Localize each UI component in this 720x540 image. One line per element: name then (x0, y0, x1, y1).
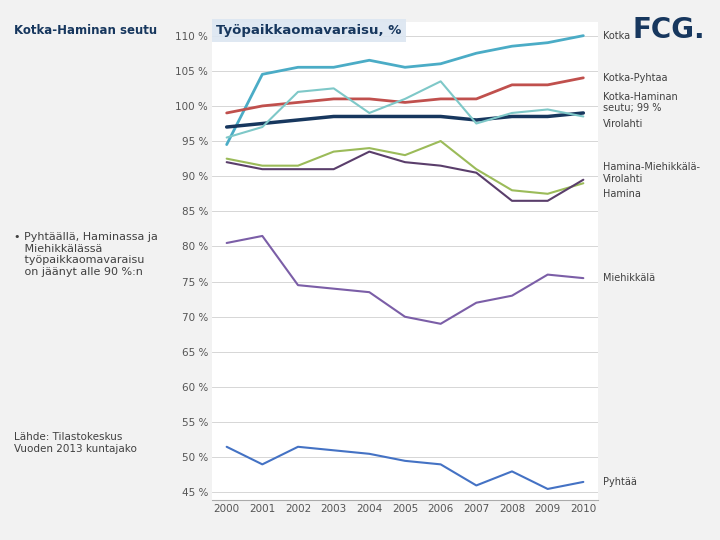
Text: FCG.: FCG. (633, 16, 706, 44)
Text: Kotka: Kotka (603, 31, 631, 40)
Text: Kotka-Haminan seutu: Kotka-Haminan seutu (14, 24, 158, 37)
Text: Miehikkälä: Miehikkälä (603, 273, 655, 283)
Text: Työpaikkaomavaraisu, %: Työpaikkaomavaraisu, % (216, 24, 402, 37)
Text: Hamina-Miehikkälä-
Virolahti: Hamina-Miehikkälä- Virolahti (603, 162, 701, 184)
Text: • Pyhtäällä, Haminassa ja
   Miehikkälässä
   työpaikkaomavaraisu
   on jäänyt a: • Pyhtäällä, Haminassa ja Miehikkälässä … (14, 232, 158, 277)
Text: Hamina: Hamina (603, 189, 642, 199)
Text: Kotka-Haminan
seutu; 99 %: Kotka-Haminan seutu; 99 % (603, 92, 678, 113)
Text: Pyhtää: Pyhtää (603, 477, 637, 487)
Text: Kotka-Pyhtaa: Kotka-Pyhtaa (603, 73, 668, 83)
Text: Lähde: Tilastokeskus
Vuoden 2013 kuntajako: Lähde: Tilastokeskus Vuoden 2013 kuntaja… (14, 432, 138, 454)
Text: Virolahti: Virolahti (603, 118, 644, 129)
